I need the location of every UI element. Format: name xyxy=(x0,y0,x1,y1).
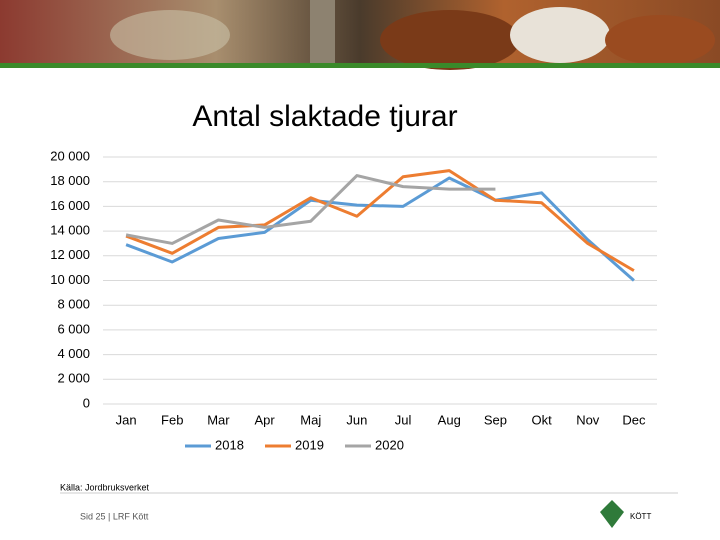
x-tick-label: Dec xyxy=(622,412,646,427)
x-tick-label: Jan xyxy=(116,412,137,427)
logo: KÖTT xyxy=(600,500,651,528)
x-tick-label: Jun xyxy=(346,412,367,427)
y-tick-label: 20 000 xyxy=(50,148,90,163)
x-tick-label: Mar xyxy=(207,412,230,427)
x-tick-label: Apr xyxy=(254,412,275,427)
y-tick-label: 2 000 xyxy=(57,371,90,386)
line-series xyxy=(125,169,635,272)
logo-text: KÖTT xyxy=(630,512,651,521)
y-tick-label: 14 000 xyxy=(50,223,90,238)
x-tick-label: Sep xyxy=(484,412,507,427)
line-series xyxy=(125,174,496,245)
y-tick-label: 18 000 xyxy=(50,173,90,188)
y-tick-label: 8 000 xyxy=(57,297,90,312)
x-tick-label: Maj xyxy=(300,412,321,427)
y-tick-label: 10 000 xyxy=(50,272,90,287)
y-tick-label: 6 000 xyxy=(57,321,90,336)
x-tick-label: Aug xyxy=(438,412,461,427)
y-tick-label: 4 000 xyxy=(57,346,90,361)
chart-title: Antal slaktade tjurar xyxy=(192,100,457,133)
x-tick-label: Jul xyxy=(395,412,412,427)
x-tick-label: Feb xyxy=(161,412,183,427)
plot: 0 2 000 4 000 6 000 8 000 10 000 12 000 14 000 1… xyxy=(50,148,657,452)
legend-label: 2018 xyxy=(215,437,244,452)
y-tick-label: 12 000 xyxy=(50,247,90,262)
x-tick-label: Okt xyxy=(531,412,552,427)
banner-photo xyxy=(0,0,720,70)
footer: Sid 25 | LRF Kött xyxy=(80,511,149,521)
x-tick-label: Nov xyxy=(576,412,600,427)
source: Källa: Jordbruksverket xyxy=(60,482,150,492)
legend-label: 2020 xyxy=(375,437,404,452)
y-tick-label: 0 xyxy=(83,395,90,410)
legend-label: 2019 xyxy=(295,437,324,452)
y-tick-label: 16 000 xyxy=(50,198,90,213)
line-series xyxy=(125,176,635,282)
